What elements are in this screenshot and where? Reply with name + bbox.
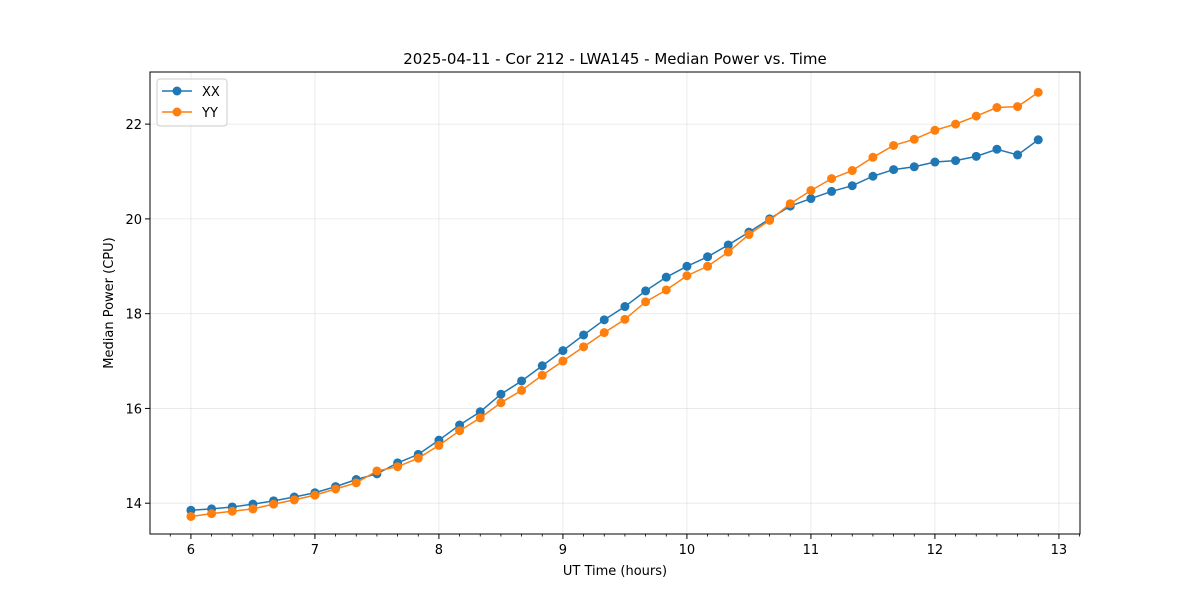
data-point-yy [703,261,713,271]
legend-label: YY [201,106,218,121]
legend-marker [172,107,182,117]
data-point-yy [558,356,568,366]
data-point-yy [207,509,217,519]
data-point-yy [331,484,341,494]
legend-label: XX [202,85,220,100]
data-point-yy [475,413,485,423]
data-point-xx [1013,150,1023,160]
data-point-xx [847,181,857,191]
data-point-xx [620,302,630,312]
data-point-xx [827,186,837,196]
legend: XX YY [156,78,228,127]
data-point-yy [682,271,692,281]
legend-item-xx: XX [162,85,220,100]
x-tick-label: 12 [927,543,944,558]
x-tick-label: 7 [311,543,319,558]
data-point-yy [269,499,279,509]
data-point-yy [641,297,651,307]
data-point-xx [599,315,609,325]
legend-item-yy: YY [162,106,218,121]
data-point-yy [372,466,382,476]
chart-title: 2025-04-11 - Cor 212 - LWA145 - Median P… [403,50,827,68]
legend-marker [172,86,182,96]
data-point-yy [951,119,961,129]
data-point-xx [186,505,196,515]
data-point-xx [517,376,527,386]
data-point-yy [971,111,981,121]
data-point-yy [186,511,196,521]
x-tick-label: 6 [187,543,195,558]
data-point-yy [1033,87,1043,97]
data-point-yy [785,199,795,209]
data-point-yy [455,426,465,436]
data-point-yy [289,495,299,505]
data-point-yy [537,370,547,380]
y-axis-label: Median Power (CPU) [102,237,117,368]
data-point-xx [723,240,733,250]
data-point-yy [868,152,878,162]
data-point-xx [868,171,878,181]
data-point-xx [703,252,713,262]
data-point-yy [620,314,630,324]
y-tick-label: 22 [125,118,142,133]
data-point-yy [517,385,527,395]
data-point-xx [641,286,651,296]
data-point-xx [930,157,940,167]
data-point-xx [951,156,961,166]
data-point-yy [827,174,837,184]
x-axis-label: UT Time (hours) [563,564,667,579]
data-point-yy [909,134,919,144]
series-layer [186,87,1043,521]
data-point-yy [992,103,1002,113]
data-point-xx [806,194,816,204]
data-point-yy [599,328,609,338]
x-tick-label: 13 [1051,543,1068,558]
data-point-xx [475,407,485,417]
data-point-xx [579,330,589,340]
x-tick-label: 10 [679,543,696,558]
y-tick-label: 20 [125,213,142,228]
y-tick-label: 18 [125,308,142,323]
data-point-xx [537,361,547,371]
data-point-yy [413,453,423,463]
data-point-yy [248,504,258,514]
plot-frame [149,71,1081,535]
data-point-yy [579,342,589,352]
series-yy [186,87,1043,521]
x-tick-label: 8 [435,543,443,558]
data-point-yy [661,285,671,295]
data-point-xx [661,272,671,282]
axes: 6 7 8 9 10 11 12 13 14 16 18 20 22 [125,71,1081,558]
data-point-xx [909,162,919,172]
data-point-yy [310,490,320,500]
data-point-xx [992,144,1002,154]
data-point-xx [889,165,899,175]
data-point-yy [930,125,940,135]
data-point-xx [682,261,692,271]
data-point-xx [1033,135,1043,145]
data-point-xx [496,389,506,399]
data-point-xx [558,346,568,356]
data-point-yy [434,440,444,450]
data-point-yy [889,140,899,150]
data-point-yy [847,166,857,176]
data-point-yy [393,462,403,472]
y-tick-label: 14 [125,497,142,512]
data-point-yy [351,478,361,488]
y-tick-label: 16 [125,402,142,417]
data-point-yy [723,247,733,257]
data-point-yy [1013,102,1023,112]
x-tick-label: 11 [803,543,820,558]
data-point-yy [806,185,816,195]
data-point-xx [971,151,981,161]
x-tick-label: 9 [559,543,567,558]
data-point-yy [765,215,775,225]
data-point-yy [496,398,506,408]
data-point-yy [227,506,237,516]
data-point-yy [744,230,754,240]
